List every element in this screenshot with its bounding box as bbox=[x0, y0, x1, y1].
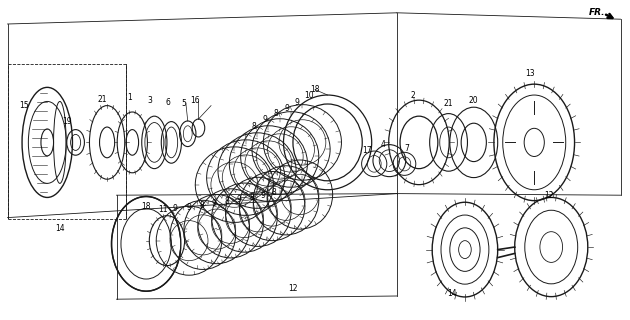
Text: 13: 13 bbox=[525, 69, 536, 78]
Text: 8: 8 bbox=[251, 122, 256, 131]
Text: 4: 4 bbox=[381, 140, 386, 149]
Text: 21: 21 bbox=[444, 100, 454, 108]
Text: 18: 18 bbox=[141, 202, 151, 211]
Text: 9: 9 bbox=[262, 115, 267, 124]
Text: 9: 9 bbox=[237, 195, 242, 204]
Text: 15: 15 bbox=[19, 101, 29, 110]
Text: 8: 8 bbox=[249, 193, 255, 202]
Text: 8: 8 bbox=[224, 197, 229, 206]
Text: 20: 20 bbox=[469, 96, 479, 105]
Text: 9: 9 bbox=[173, 204, 178, 213]
Text: 12: 12 bbox=[288, 284, 298, 293]
Text: 3: 3 bbox=[147, 96, 152, 105]
Text: 2: 2 bbox=[410, 92, 415, 100]
Text: 9: 9 bbox=[261, 191, 266, 200]
Text: 19: 19 bbox=[62, 117, 72, 126]
Text: 10: 10 bbox=[304, 92, 314, 100]
Text: 21: 21 bbox=[97, 95, 107, 104]
Text: 9: 9 bbox=[295, 98, 300, 107]
Text: 9: 9 bbox=[186, 203, 192, 212]
Text: 14: 14 bbox=[55, 224, 65, 233]
Text: 8: 8 bbox=[199, 201, 204, 210]
Text: 8: 8 bbox=[272, 188, 277, 197]
Text: 5: 5 bbox=[181, 99, 186, 108]
Text: 17: 17 bbox=[362, 146, 372, 155]
Text: FR.: FR. bbox=[589, 8, 605, 17]
Text: 18: 18 bbox=[310, 85, 320, 94]
Text: 9: 9 bbox=[284, 104, 289, 113]
Text: 8: 8 bbox=[273, 109, 278, 118]
Text: 14: 14 bbox=[447, 289, 457, 298]
Text: 11: 11 bbox=[158, 205, 168, 214]
Text: 7: 7 bbox=[404, 144, 409, 153]
Text: 6: 6 bbox=[166, 98, 171, 107]
Text: 1: 1 bbox=[127, 93, 132, 102]
Text: 9: 9 bbox=[212, 199, 217, 208]
Text: 12: 12 bbox=[544, 191, 554, 200]
Text: 16: 16 bbox=[190, 96, 200, 105]
